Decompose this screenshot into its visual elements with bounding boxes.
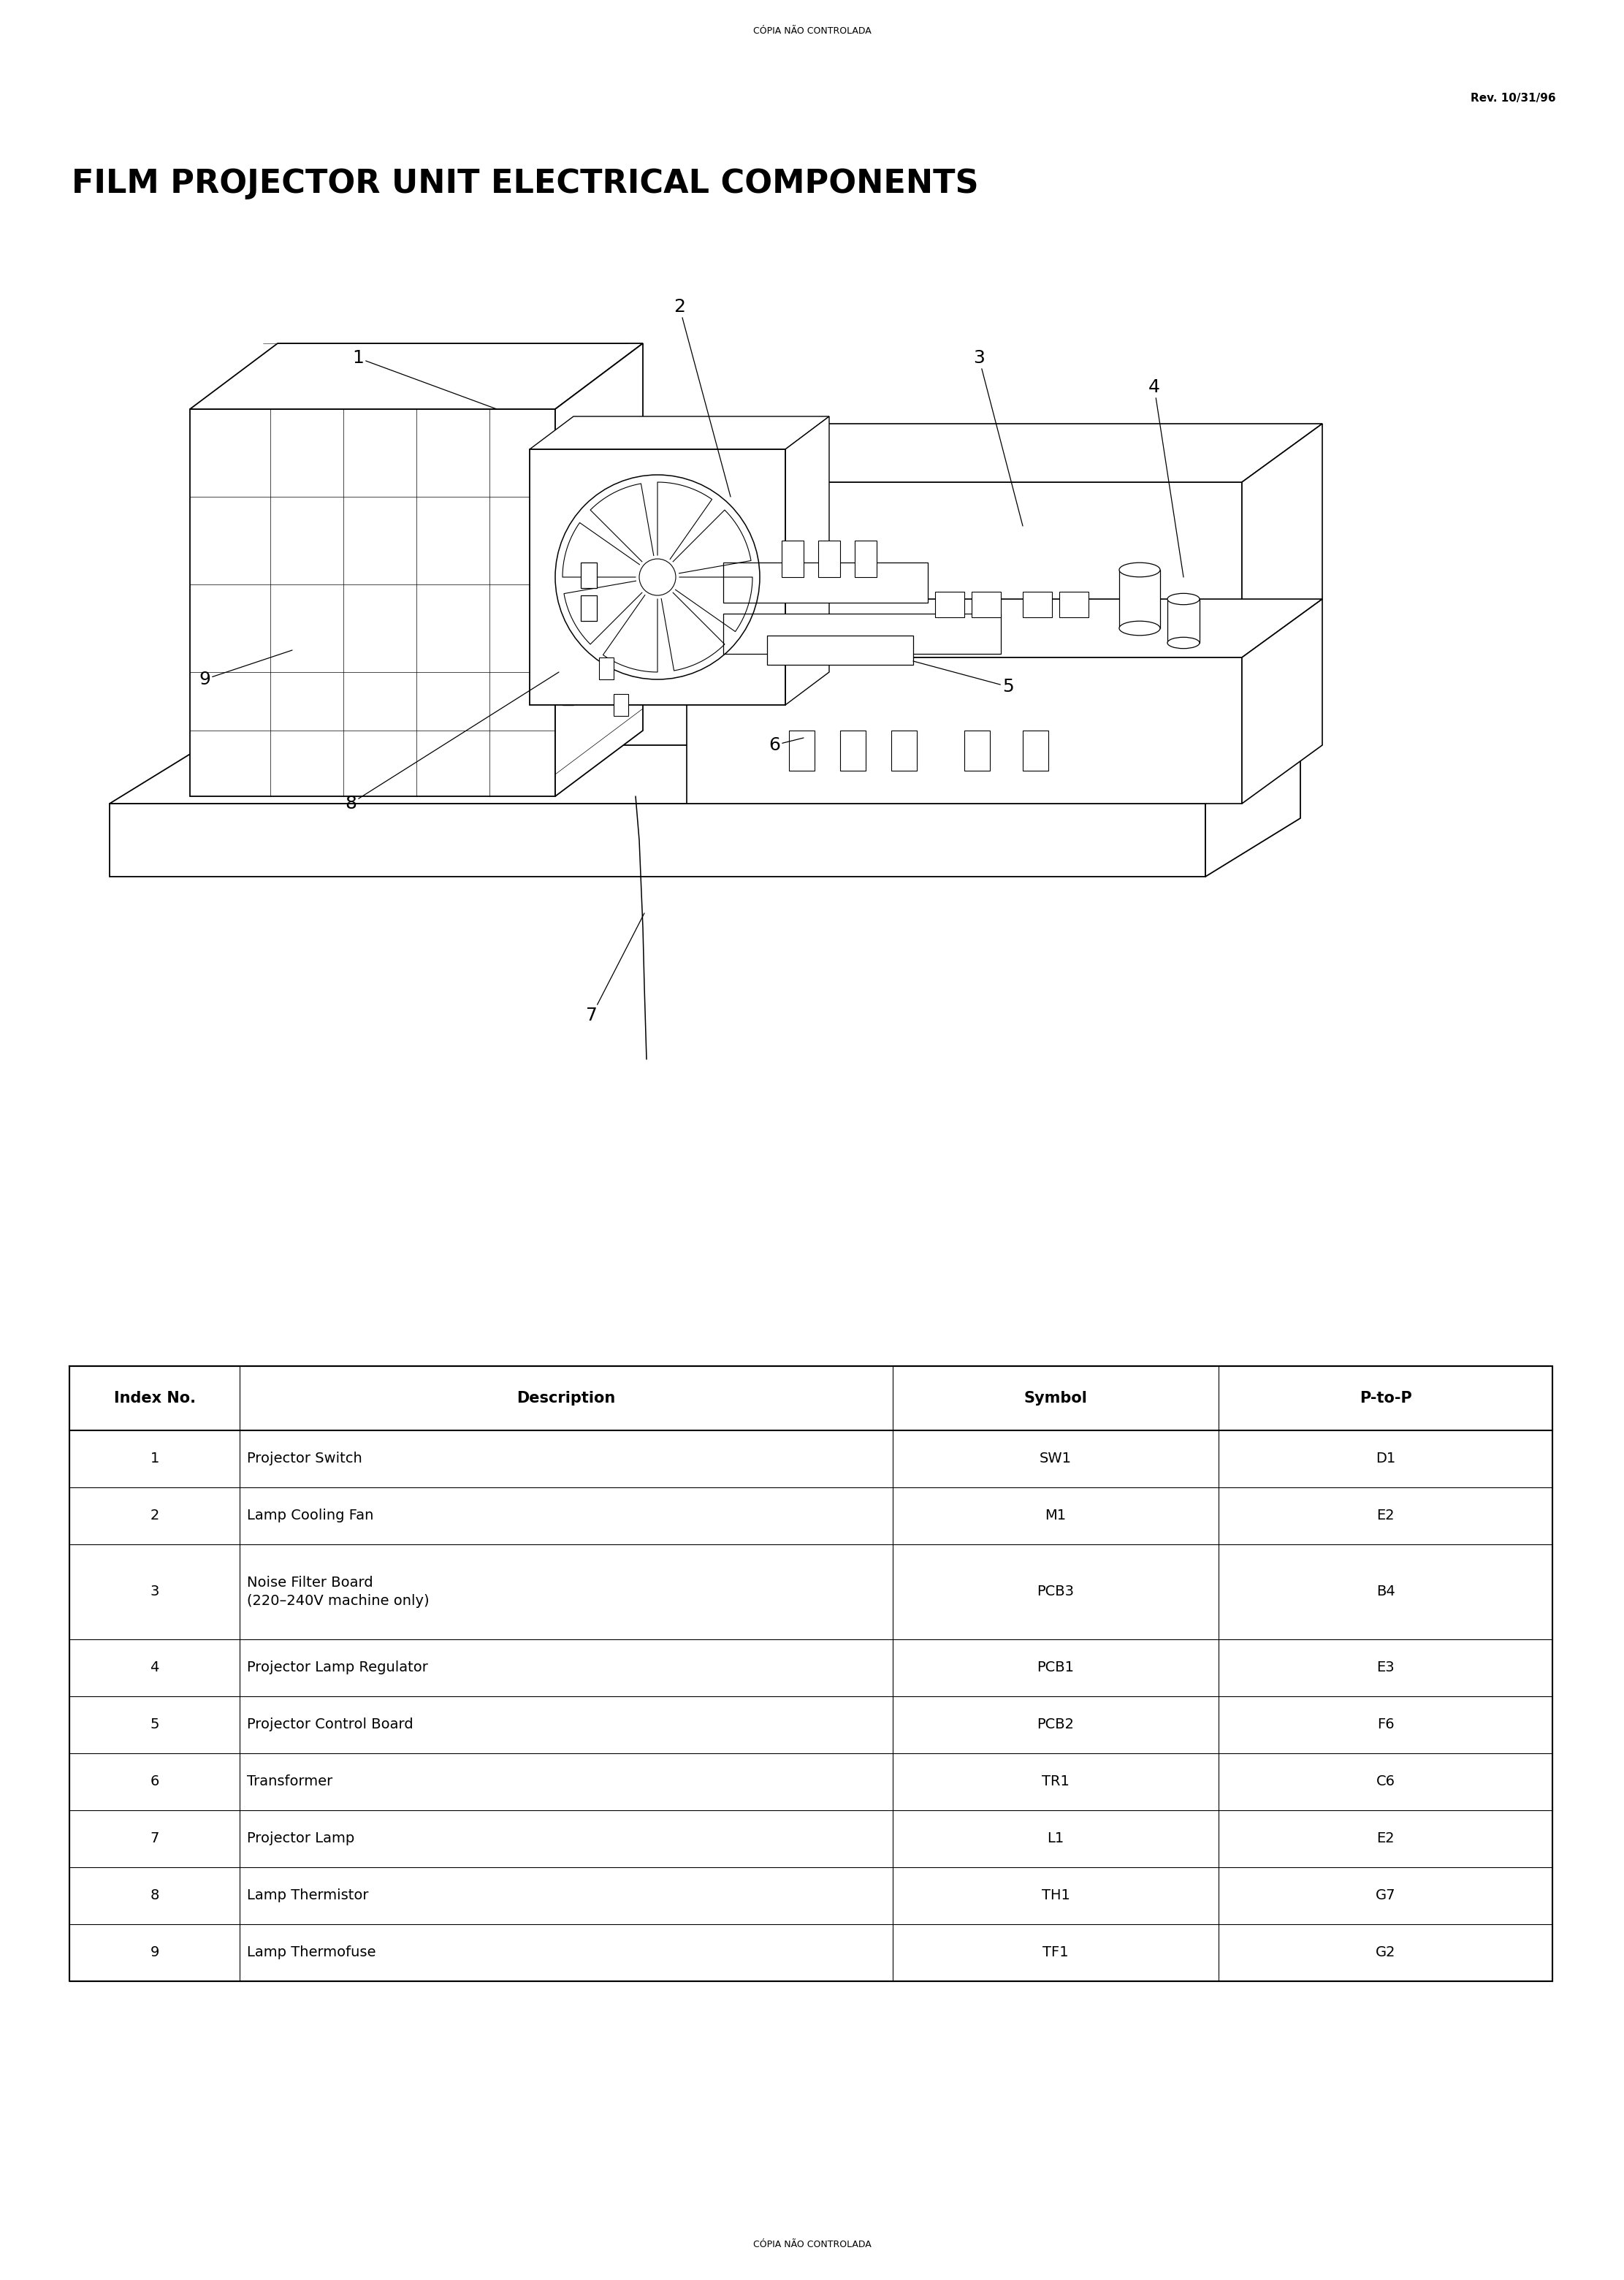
Polygon shape (1119, 570, 1160, 629)
Text: Projector Switch: Projector Switch (247, 1452, 362, 1466)
Text: 1: 1 (149, 1452, 159, 1466)
Text: 6: 6 (149, 1774, 159, 1790)
Text: PCB2: PCB2 (1038, 1717, 1073, 1733)
Text: TH1: TH1 (1041, 1888, 1070, 1904)
Text: TF1: TF1 (1043, 1945, 1069, 1961)
Text: G2: G2 (1376, 1945, 1395, 1961)
Ellipse shape (1119, 620, 1160, 636)
Polygon shape (1059, 593, 1088, 618)
Polygon shape (555, 344, 643, 796)
Polygon shape (818, 540, 840, 577)
Polygon shape (614, 693, 628, 716)
Text: 2: 2 (674, 299, 731, 497)
Text: Symbol: Symbol (1023, 1391, 1088, 1404)
Text: E3: E3 (1377, 1660, 1395, 1676)
Text: G7: G7 (1376, 1888, 1395, 1904)
Polygon shape (723, 563, 927, 602)
Ellipse shape (1119, 563, 1160, 577)
Text: Transformer: Transformer (247, 1774, 333, 1790)
Text: M1: M1 (1044, 1509, 1067, 1523)
Text: E2: E2 (1377, 1831, 1395, 1847)
Ellipse shape (1168, 593, 1200, 604)
Polygon shape (687, 481, 1242, 657)
Polygon shape (789, 730, 815, 771)
Polygon shape (1242, 424, 1322, 657)
Text: Noise Filter Board
(220–240V machine only): Noise Filter Board (220–240V machine onl… (247, 1575, 430, 1607)
Polygon shape (786, 417, 830, 705)
Polygon shape (1023, 730, 1049, 771)
Polygon shape (599, 657, 614, 679)
Polygon shape (840, 730, 866, 771)
Text: PCB3: PCB3 (1038, 1585, 1073, 1598)
Text: Projector Lamp: Projector Lamp (247, 1831, 354, 1847)
Polygon shape (1242, 600, 1322, 803)
Text: 7: 7 (149, 1831, 159, 1847)
Text: 9: 9 (149, 1945, 159, 1961)
Text: Lamp Thermofuse: Lamp Thermofuse (247, 1945, 377, 1961)
Polygon shape (892, 730, 918, 771)
Polygon shape (687, 657, 1242, 803)
Polygon shape (767, 636, 913, 666)
Polygon shape (529, 449, 786, 705)
Text: 4: 4 (1148, 378, 1184, 577)
Text: B4: B4 (1376, 1585, 1395, 1598)
Polygon shape (935, 593, 965, 618)
Text: PCB1: PCB1 (1038, 1660, 1073, 1676)
Text: Description: Description (516, 1391, 615, 1404)
Text: Projector Control Board: Projector Control Board (247, 1717, 414, 1733)
Polygon shape (965, 730, 991, 771)
Polygon shape (190, 408, 555, 796)
Polygon shape (190, 344, 643, 408)
Polygon shape (723, 613, 1000, 654)
Text: 2: 2 (149, 1509, 159, 1523)
Text: SW1: SW1 (1039, 1452, 1072, 1466)
Polygon shape (529, 417, 830, 449)
Polygon shape (1168, 600, 1200, 643)
Polygon shape (581, 563, 598, 588)
Text: 3: 3 (149, 1585, 159, 1598)
Text: TR1: TR1 (1041, 1774, 1070, 1790)
Text: Index No.: Index No. (114, 1391, 195, 1404)
Polygon shape (1023, 593, 1052, 618)
Polygon shape (109, 746, 1301, 803)
Text: 8: 8 (344, 673, 559, 812)
Text: 1: 1 (352, 349, 497, 408)
Polygon shape (781, 540, 804, 577)
Polygon shape (109, 803, 1205, 876)
Text: 7: 7 (586, 914, 645, 1024)
Text: P-to-P: P-to-P (1359, 1391, 1411, 1404)
Ellipse shape (1168, 636, 1200, 648)
Text: Projector Lamp Regulator: Projector Lamp Regulator (247, 1660, 429, 1676)
Text: 5: 5 (913, 661, 1013, 695)
Text: Rev. 10/31/96: Rev. 10/31/96 (1471, 93, 1556, 105)
Text: FILM PROJECTOR UNIT ELECTRICAL COMPONENTS: FILM PROJECTOR UNIT ELECTRICAL COMPONENT… (71, 169, 979, 198)
Text: 3: 3 (973, 349, 1023, 527)
Text: L1: L1 (1047, 1831, 1064, 1847)
Polygon shape (854, 540, 877, 577)
Polygon shape (1205, 746, 1301, 876)
Circle shape (640, 559, 676, 595)
Text: 9: 9 (198, 650, 292, 689)
Text: 4: 4 (149, 1660, 159, 1676)
Text: D1: D1 (1376, 1452, 1395, 1466)
Text: F6: F6 (1377, 1717, 1393, 1733)
Text: Lamp Thermistor: Lamp Thermistor (247, 1888, 369, 1904)
Polygon shape (971, 593, 1000, 618)
Polygon shape (687, 424, 1322, 481)
Text: 8: 8 (149, 1888, 159, 1904)
Text: 6: 6 (768, 736, 804, 755)
Text: 5: 5 (149, 1717, 159, 1733)
Text: E2: E2 (1377, 1509, 1395, 1523)
Text: CÓPIA NÃO CONTROLADA: CÓPIA NÃO CONTROLADA (754, 25, 870, 36)
Polygon shape (687, 600, 1322, 657)
Polygon shape (581, 595, 598, 620)
Text: Lamp Cooling Fan: Lamp Cooling Fan (247, 1509, 374, 1523)
Text: CÓPIA NÃO CONTROLADA: CÓPIA NÃO CONTROLADA (754, 2239, 870, 2248)
Text: C6: C6 (1376, 1774, 1395, 1790)
